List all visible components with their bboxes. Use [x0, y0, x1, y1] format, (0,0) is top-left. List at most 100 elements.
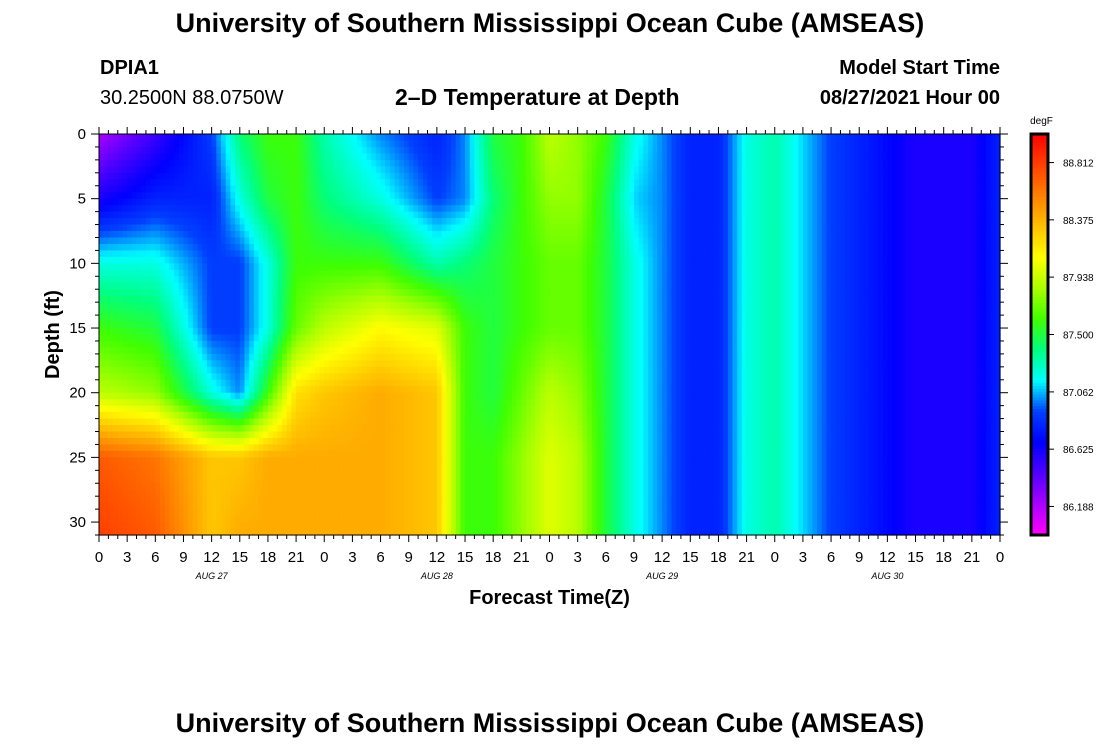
heatmap-cell: [399, 289, 405, 297]
heatmap-cell: [713, 295, 720, 303]
heatmap-cell: [267, 263, 274, 271]
heatmap-cell: [929, 159, 935, 167]
heatmap-cell: [610, 140, 616, 148]
heatmap-cell: [465, 295, 471, 303]
heatmap-cell: [263, 289, 269, 297]
heatmap-cell: [554, 185, 560, 193]
heatmap-cell: [774, 218, 781, 226]
heatmap-cell: [694, 140, 701, 148]
heatmap-cell: [713, 134, 720, 142]
heatmap-cell: [859, 269, 865, 277]
heatmap-cell: [544, 295, 551, 303]
heatmap-cell: [206, 153, 213, 161]
heatmap-cell: [798, 231, 804, 239]
heatmap-cell: [371, 289, 377, 297]
heatmap-cell: [375, 295, 382, 303]
heatmap-cell: [845, 140, 851, 148]
heatmap-cell: [826, 269, 832, 277]
heatmap-cell: [225, 224, 231, 232]
heatmap-cell: [117, 256, 124, 264]
heatmap-cell: [558, 134, 565, 142]
heatmap-cell: [338, 140, 344, 148]
heatmap-cell: [694, 205, 701, 213]
heatmap-cell: [267, 205, 274, 213]
heatmap-cell: [746, 224, 752, 232]
heatmap-cell: [549, 269, 555, 277]
heatmap-cell: [868, 243, 874, 252]
heatmap-cell: [136, 282, 142, 290]
heatmap-cell: [211, 172, 217, 180]
heatmap-cell: [249, 243, 255, 252]
heatmap-cell: [319, 166, 325, 174]
heatmap-cell: [160, 243, 166, 252]
heatmap-cell: [394, 146, 400, 155]
heatmap-cell: [441, 166, 447, 174]
heatmap-cell: [385, 159, 391, 167]
heatmap-cell: [267, 159, 274, 167]
heatmap-cell: [371, 218, 377, 226]
heatmap-cell: [422, 192, 429, 200]
heatmap-cell: [892, 159, 898, 167]
heatmap-cell: [873, 205, 879, 213]
heatmap-cell: [413, 263, 419, 271]
heatmap-cell: [558, 231, 565, 239]
heatmap-cell: [155, 218, 161, 226]
heatmap-cell: [662, 211, 668, 219]
heatmap-cell: [436, 224, 443, 232]
heatmap-cell: [863, 295, 870, 303]
heatmap-cell: [272, 134, 278, 142]
heatmap-cell: [361, 250, 368, 258]
heatmap-cell: [873, 146, 879, 155]
heatmap-cell: [868, 231, 874, 239]
heatmap-cell: [469, 146, 476, 155]
heatmap-cell: [192, 146, 199, 155]
heatmap-cell: [413, 250, 419, 258]
heatmap-cell: [746, 256, 752, 264]
heatmap-cell: [760, 166, 766, 174]
heatmap-cell: [896, 282, 903, 290]
heatmap-cell: [436, 172, 443, 180]
heatmap-cell: [178, 205, 185, 213]
heatmap-cell: [141, 153, 147, 161]
heatmap-cell: [990, 134, 996, 142]
heatmap-cell: [197, 211, 203, 219]
heatmap-cell: [985, 146, 992, 155]
heatmap-cell: [676, 172, 682, 180]
heatmap-cell: [131, 192, 138, 200]
heatmap-cell: [493, 231, 499, 239]
heatmap-cell: [530, 243, 537, 252]
heatmap-cell: [802, 172, 809, 180]
heatmap-cell: [699, 289, 705, 297]
heatmap-cell: [868, 211, 874, 219]
heatmap-cell: [938, 224, 945, 232]
heatmap-cell: [117, 282, 124, 290]
heatmap-cell: [141, 250, 147, 258]
heatmap-cell: [765, 231, 771, 239]
heatmap-cell: [755, 224, 762, 232]
heatmap-cell: [305, 153, 311, 161]
heatmap-cell: [183, 224, 189, 232]
heatmap-cell: [624, 269, 630, 277]
heatmap-cell: [938, 205, 945, 213]
heatmap-cell: [601, 231, 607, 239]
heatmap-cell: [652, 146, 659, 155]
heatmap-cell: [976, 263, 982, 271]
heatmap-cell: [671, 224, 677, 232]
heatmap-cell: [338, 282, 344, 290]
heatmap-cell: [690, 224, 696, 232]
heatmap-cell: [239, 243, 246, 252]
heatmap-cell: [305, 166, 311, 174]
heatmap-cell: [924, 211, 931, 219]
heatmap-cell: [516, 185, 522, 193]
heatmap-cell: [812, 185, 818, 193]
heatmap-cell: [155, 243, 161, 252]
heatmap-cell: [591, 172, 598, 180]
heatmap-cell: [962, 243, 968, 252]
heatmap-cell: [502, 134, 508, 142]
heatmap-cell: [962, 231, 968, 239]
heatmap-cell: [741, 198, 748, 206]
heatmap-cell: [784, 224, 790, 232]
heatmap-cell: [131, 269, 138, 277]
heatmap-cell: [690, 282, 696, 290]
heatmap-cell: [807, 134, 813, 142]
